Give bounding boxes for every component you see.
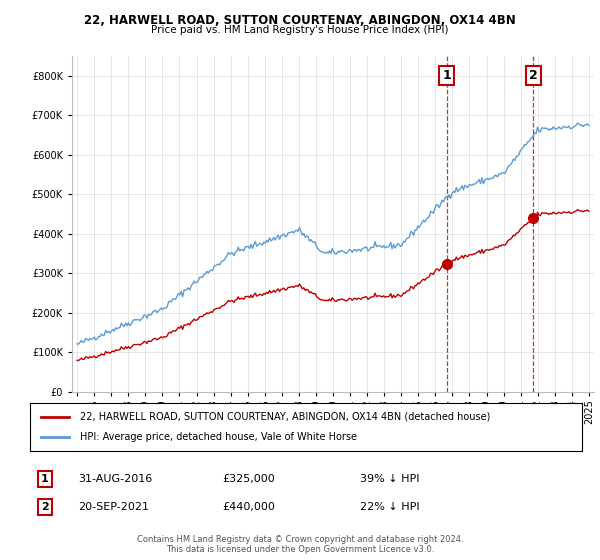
Text: 1: 1 bbox=[442, 69, 451, 82]
Text: Contains HM Land Registry data © Crown copyright and database right 2024.
This d: Contains HM Land Registry data © Crown c… bbox=[137, 535, 463, 554]
Text: 1: 1 bbox=[41, 474, 49, 484]
Text: 2: 2 bbox=[41, 502, 49, 512]
Text: £440,000: £440,000 bbox=[222, 502, 275, 512]
Text: 22, HARWELL ROAD, SUTTON COURTENAY, ABINGDON, OX14 4BN (detached house): 22, HARWELL ROAD, SUTTON COURTENAY, ABIN… bbox=[80, 412, 490, 422]
Text: 31-AUG-2016: 31-AUG-2016 bbox=[78, 474, 152, 484]
Text: 20-SEP-2021: 20-SEP-2021 bbox=[78, 502, 149, 512]
Text: £325,000: £325,000 bbox=[222, 474, 275, 484]
Text: HPI: Average price, detached house, Vale of White Horse: HPI: Average price, detached house, Vale… bbox=[80, 432, 356, 442]
Text: 2: 2 bbox=[529, 69, 538, 82]
Text: Price paid vs. HM Land Registry's House Price Index (HPI): Price paid vs. HM Land Registry's House … bbox=[151, 25, 449, 35]
Text: 22% ↓ HPI: 22% ↓ HPI bbox=[360, 502, 419, 512]
Text: 39% ↓ HPI: 39% ↓ HPI bbox=[360, 474, 419, 484]
Text: 22, HARWELL ROAD, SUTTON COURTENAY, ABINGDON, OX14 4BN: 22, HARWELL ROAD, SUTTON COURTENAY, ABIN… bbox=[84, 14, 516, 27]
